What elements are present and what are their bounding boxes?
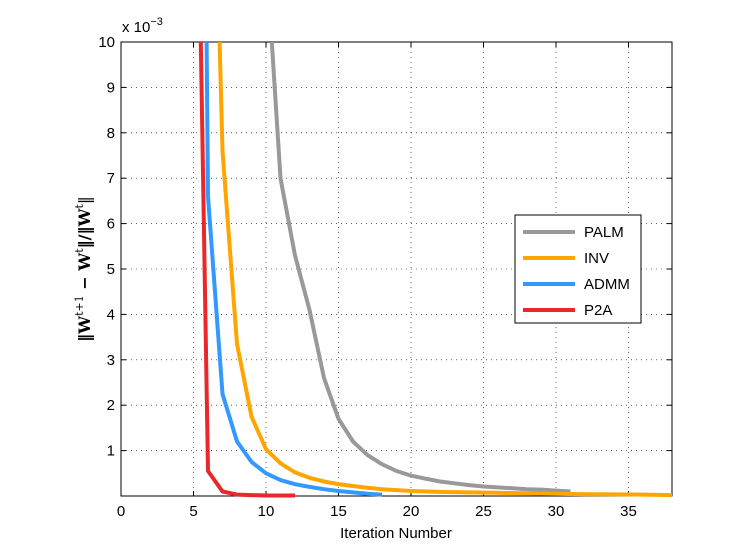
y-tick-label: 4 (107, 306, 115, 323)
y-tick-label: 7 (107, 170, 115, 187)
legend-label-inv: INV (584, 250, 609, 267)
x-tick-label: 5 (189, 503, 197, 520)
legend-label-palm: PALM (584, 224, 624, 241)
legend-label-admm: ADMM (584, 276, 630, 293)
legend-label-p2a: P2A (584, 302, 612, 319)
series-lines (198, 41, 673, 498)
x-tick-label: 25 (475, 503, 492, 520)
x-tick-label: 15 (330, 503, 347, 520)
x-tick-label: 30 (548, 503, 565, 520)
x-tick-label: 0 (117, 503, 125, 520)
y-tick-label: 2 (107, 397, 115, 414)
series-line-p2a (198, 41, 295, 498)
y-tick-label: 3 (107, 352, 115, 369)
x-axis-label: Iteration Number (340, 525, 452, 542)
y-tick-label: 6 (107, 216, 115, 233)
axis-ticks: 0 5 10 15 20 25 30 35 1 2 3 4 5 6 7 8 9 10 (98, 34, 672, 520)
x-tick-label: 35 (620, 503, 637, 520)
y-tick-label: 9 (107, 79, 115, 96)
y-axis-label: ‖Wt+1 − Wt‖/‖Wt‖ (73, 196, 94, 342)
y-tick-label: 8 (107, 125, 115, 142)
y-tick-label: 5 (107, 261, 115, 278)
y-tick-label: 10 (98, 34, 115, 51)
x-tick-label: 20 (403, 503, 420, 520)
y-tick-label: 1 (107, 443, 115, 460)
series-line-palm (269, 41, 571, 494)
legend: PALM INV ADMM P2A (514, 214, 642, 324)
series-line-admm (204, 41, 383, 497)
x-tick-label: 10 (258, 503, 275, 520)
series-line-inv (217, 41, 673, 498)
y-multiplier: x 10−3 (122, 16, 163, 36)
gridlines (121, 42, 672, 496)
